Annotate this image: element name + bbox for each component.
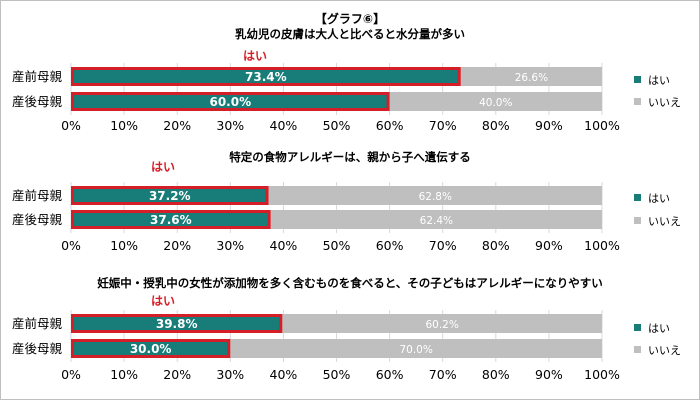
x-tick-label: 80% bbox=[482, 367, 510, 382]
bar-no bbox=[460, 67, 602, 86]
data-label-no: 62.4% bbox=[420, 215, 453, 227]
x-tick-label: 40% bbox=[270, 118, 298, 133]
legend-swatch-yes bbox=[634, 194, 641, 201]
data-label-yes: 39.8% bbox=[156, 317, 198, 331]
figure-title: 【グラフ⑥】 bbox=[314, 12, 386, 26]
legend-swatch-no bbox=[634, 217, 641, 224]
x-tick-label: 40% bbox=[270, 238, 298, 253]
bar-yes bbox=[71, 210, 271, 229]
x-tick-label: 60% bbox=[376, 367, 404, 382]
bar-yes bbox=[71, 314, 283, 333]
x-tick-label: 60% bbox=[376, 118, 404, 133]
x-tick-label: 90% bbox=[535, 238, 563, 253]
bar-yes bbox=[71, 186, 269, 205]
x-tick-label: 20% bbox=[163, 367, 191, 382]
bar-no bbox=[268, 186, 602, 205]
x-tick-label: 60% bbox=[376, 238, 404, 253]
x-tick-label: 0% bbox=[61, 238, 81, 253]
x-tick-label: 50% bbox=[323, 118, 351, 133]
data-label-yes: 37.2% bbox=[149, 189, 191, 203]
x-tick-label: 90% bbox=[535, 367, 563, 382]
bar-no bbox=[270, 210, 602, 229]
bar-no bbox=[282, 314, 602, 333]
legend-swatch-no bbox=[634, 98, 641, 105]
x-tick-label: 40% bbox=[270, 367, 298, 382]
x-tick-label: 70% bbox=[429, 238, 457, 253]
x-tick-label: 90% bbox=[535, 118, 563, 133]
data-label-yes: 73.4% bbox=[245, 70, 287, 84]
x-tick-label: 30% bbox=[216, 238, 244, 253]
category-label: 産前母親 bbox=[12, 188, 63, 203]
legend-label-yes: はい bbox=[648, 192, 670, 205]
annotation-label: はい bbox=[151, 294, 175, 308]
x-tick-label: 80% bbox=[482, 238, 510, 253]
x-tick-label: 20% bbox=[163, 238, 191, 253]
x-tick-label: 30% bbox=[216, 118, 244, 133]
data-label-no: 60.2% bbox=[425, 319, 458, 331]
bar-yes bbox=[71, 92, 390, 111]
x-tick-label: 70% bbox=[429, 367, 457, 382]
x-tick-label: 100% bbox=[584, 238, 620, 253]
data-label-no: 26.6% bbox=[515, 72, 548, 84]
data-label-yes: 30.0% bbox=[130, 342, 172, 356]
data-label-no: 70.0% bbox=[399, 344, 432, 356]
chart-3-title: 妊娠中・授乳中の女性が添加物を多く含むものを食べると、その子どもはアレルギーにな… bbox=[97, 276, 603, 290]
x-tick-label: 100% bbox=[584, 118, 620, 133]
x-tick-label: 50% bbox=[323, 367, 351, 382]
data-label-yes: 60.0% bbox=[209, 95, 251, 109]
x-tick-label: 100% bbox=[584, 367, 620, 382]
x-tick-label: 10% bbox=[110, 238, 138, 253]
x-tick-label: 0% bbox=[61, 367, 81, 382]
chart-1-title: 乳幼児の皮膚は大人と比べると水分量が多い bbox=[235, 27, 465, 41]
bar-no bbox=[389, 92, 602, 111]
x-tick-label: 0% bbox=[61, 118, 81, 133]
bar-no bbox=[230, 339, 603, 358]
bar-yes bbox=[71, 339, 231, 358]
legend-swatch-yes bbox=[634, 324, 641, 331]
legend-label-no: いいえ bbox=[648, 215, 681, 228]
x-tick-label: 20% bbox=[163, 118, 191, 133]
category-label: 産後母親 bbox=[12, 341, 63, 356]
annotation-label: はい bbox=[243, 49, 267, 63]
bar-yes bbox=[71, 67, 461, 86]
legend-label-yes: はい bbox=[648, 74, 670, 87]
x-tick-label: 70% bbox=[429, 118, 457, 133]
annotation-label: はい bbox=[151, 160, 175, 174]
category-label: 産前母親 bbox=[12, 316, 63, 331]
data-label-no: 62.8% bbox=[419, 191, 452, 203]
data-label-no: 40.0% bbox=[479, 97, 512, 109]
data-label-yes: 37.6% bbox=[150, 213, 192, 227]
legend-label-no: いいえ bbox=[648, 96, 681, 109]
x-tick-label: 10% bbox=[110, 367, 138, 382]
category-label: 産前母親 bbox=[12, 69, 63, 84]
chart-2-title: 特定の食物アレルギーは、親から子へ遺伝する bbox=[229, 150, 471, 164]
category-label: 産後母親 bbox=[12, 212, 63, 227]
x-tick-label: 80% bbox=[482, 118, 510, 133]
x-tick-label: 30% bbox=[216, 367, 244, 382]
x-tick-label: 10% bbox=[110, 118, 138, 133]
x-tick-label: 50% bbox=[323, 238, 351, 253]
legend-swatch-yes bbox=[634, 76, 641, 83]
category-label: 産後母親 bbox=[12, 94, 63, 109]
legend-swatch-no bbox=[634, 346, 641, 353]
legend-label-no: いいえ bbox=[648, 344, 681, 357]
legend-label-yes: はい bbox=[648, 322, 670, 335]
